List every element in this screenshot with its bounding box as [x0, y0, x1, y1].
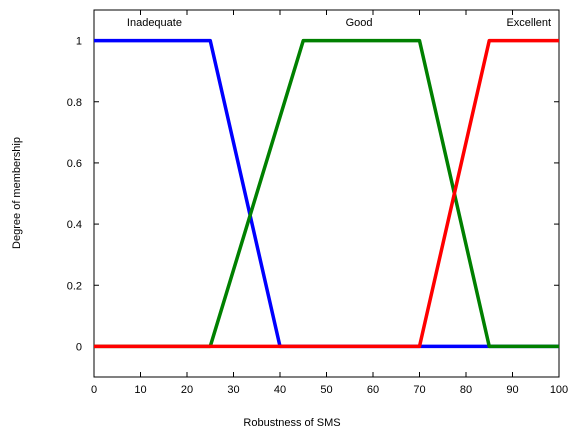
series-line-excellent: [94, 38, 559, 349]
y-tick-label: 0: [76, 341, 82, 353]
annotation-label: Inadequate: [127, 17, 182, 29]
annotation-layer: Inadequate Good Excellent: [127, 17, 551, 29]
x-tick-label: 60: [367, 384, 379, 396]
x-tick-label: 30: [227, 384, 239, 396]
x-tick-label: 70: [413, 384, 425, 396]
series-line-good: [94, 38, 559, 349]
plot-frame: [93, 9, 560, 378]
x-tick-label: 90: [506, 384, 518, 396]
y-tick-label: 1: [76, 36, 82, 48]
x-tick-label: 10: [134, 384, 146, 396]
x-tick-label: 20: [181, 384, 193, 396]
y-tick-label: 0.8: [67, 97, 82, 109]
annotation-label: Good: [346, 17, 373, 29]
x-tick-label: 40: [274, 384, 286, 396]
x-axis-title: Robustness of SMS: [243, 417, 340, 429]
x-tick-label: 0: [91, 384, 97, 396]
series-line-inadequate: [94, 38, 559, 349]
annotation-label: Excellent: [506, 17, 551, 29]
y-tick-label: 0.6: [67, 158, 82, 170]
y-tick-label: 0.4: [67, 219, 82, 231]
x-tick-label: 80: [460, 384, 472, 396]
x-tick-label: 100: [550, 384, 568, 396]
y-axis-title: Degree of membership: [11, 137, 23, 249]
y-tick-label: 0.2: [67, 280, 82, 292]
x-tick-label: 50: [320, 384, 332, 396]
series-layer: [94, 38, 559, 349]
axis-ticks: 0 10 20 30 40 50 60 70 80 90 100 0 0.2 0.4 0.6 0.8 1: [67, 10, 568, 396]
